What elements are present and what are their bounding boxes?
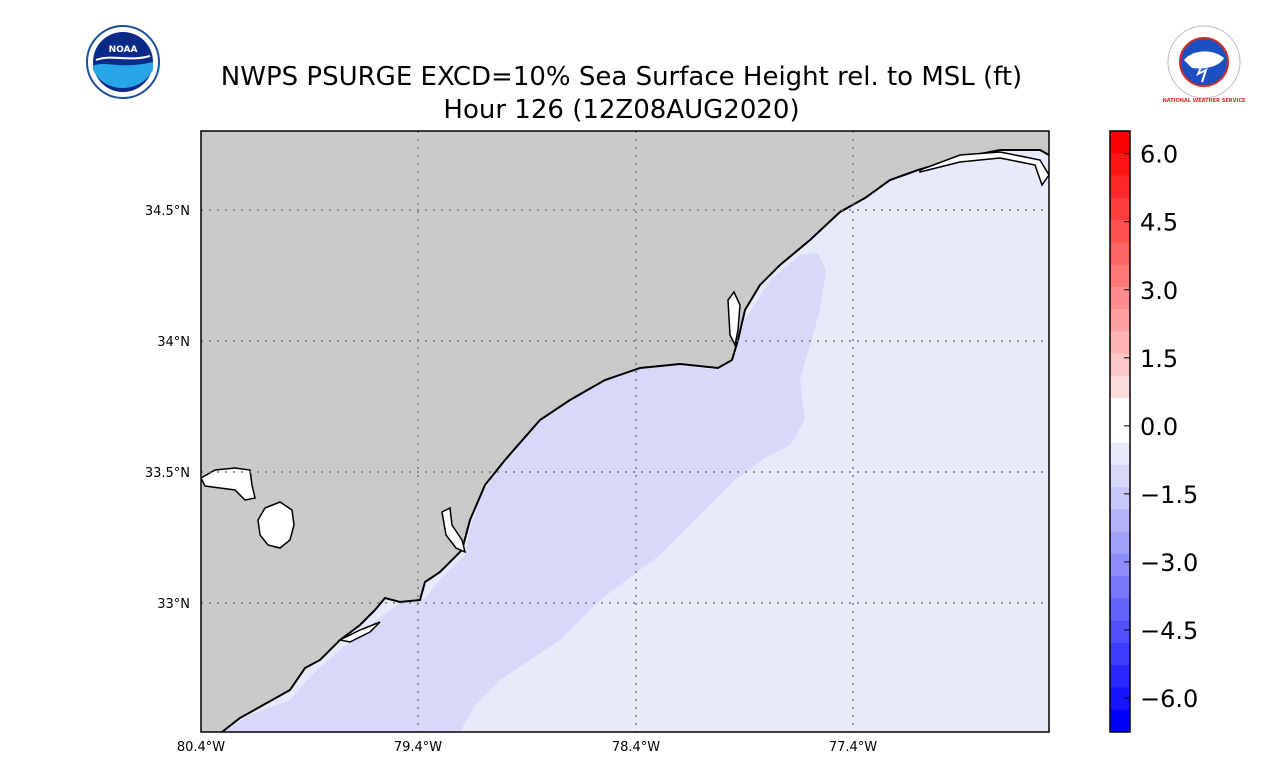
lon-label-78-4: 78.4°W bbox=[612, 740, 660, 755]
colorbar-labels: 6.0 4.5 3.0 1.5 0.0 −1.5 −3.0 −4.5 −6.0 bbox=[1124, 141, 1198, 713]
colorbar-band bbox=[1110, 509, 1130, 533]
land bbox=[201, 131, 1049, 732]
colorbar-band bbox=[1110, 576, 1130, 599]
colorbar-frame bbox=[1109, 130, 1131, 733]
chart-title: NWPS PSURGE EXCD=10% Sea Surface Height … bbox=[220, 62, 1023, 92]
nws-logo-text: NATIONAL WEATHER SERVICE bbox=[1163, 98, 1246, 104]
lon-label-77-4: 77.4°W bbox=[829, 740, 877, 755]
colorbar-band bbox=[1110, 197, 1130, 221]
lake-moultrie bbox=[257, 501, 295, 549]
colorbar-band bbox=[1110, 286, 1130, 310]
cape-fear-island bbox=[727, 290, 741, 348]
map-frame bbox=[200, 130, 1050, 733]
lon-label-80-4: 80.4°W bbox=[177, 740, 225, 755]
colorbar-band bbox=[1110, 220, 1130, 243]
grid-lines bbox=[201, 131, 1049, 732]
island-murrells bbox=[441, 506, 467, 554]
colorbar-band bbox=[1110, 309, 1130, 332]
colorbar-band bbox=[1110, 620, 1130, 644]
colorbar-band bbox=[1110, 353, 1130, 377]
colorbar-tick-label: −4.5 bbox=[1140, 617, 1198, 645]
island-south-coast bbox=[337, 621, 381, 643]
colorbar-band bbox=[1110, 264, 1130, 288]
colorbar-tick-label: 1.5 bbox=[1140, 345, 1178, 373]
colorbar-tick-label: 6.0 bbox=[1140, 141, 1178, 169]
colorbar-tick-label: −3.0 bbox=[1140, 549, 1198, 577]
noaa-logo: NOAA bbox=[86, 25, 160, 99]
colorbar-band bbox=[1110, 242, 1130, 266]
nws-logo: NATIONAL WEATHER SERVICE bbox=[1163, 25, 1246, 104]
colorbar-band bbox=[1110, 665, 1130, 688]
colorbar-tick-label: −6.0 bbox=[1140, 685, 1198, 713]
colorbar-band bbox=[1110, 531, 1130, 555]
colorbar-band bbox=[1110, 331, 1130, 355]
lake-marion bbox=[201, 467, 256, 501]
colorbar-tick-label: 4.5 bbox=[1140, 209, 1178, 237]
colorbar-band bbox=[1110, 487, 1130, 510]
colorbar-band bbox=[1110, 642, 1130, 666]
chart-subtitle: Hour 126 (12Z08AUG2020) bbox=[443, 95, 800, 125]
colorbar-band bbox=[1110, 598, 1130, 622]
colorbar-tick-label: −1.5 bbox=[1140, 481, 1198, 509]
colorbar-band bbox=[1110, 464, 1130, 488]
colorbar-band bbox=[1110, 375, 1130, 399]
colorbar bbox=[1110, 131, 1130, 733]
lon-label-79-4: 79.4°W bbox=[394, 740, 442, 755]
colorbar-band bbox=[1110, 687, 1130, 711]
lat-label-34: 34°N bbox=[157, 335, 190, 350]
lat-label-34-5: 34.5°N bbox=[145, 204, 190, 219]
colorbar-band bbox=[1110, 131, 1130, 154]
colorbar-band bbox=[1110, 420, 1130, 444]
colorbar-band bbox=[1110, 553, 1130, 577]
colorbar-band bbox=[1110, 442, 1130, 466]
lat-label-33: 33°N bbox=[157, 597, 190, 612]
colorbar-band bbox=[1110, 175, 1130, 199]
colorbar-band bbox=[1110, 398, 1130, 421]
barrier-islands-outer-banks bbox=[919, 151, 1049, 187]
ocean-deep bbox=[222, 253, 826, 732]
colorbar-band bbox=[1110, 153, 1130, 177]
lat-label-33-5: 33.5°N bbox=[145, 466, 190, 481]
colorbar-tick-label: 3.0 bbox=[1140, 277, 1178, 305]
noaa-logo-text: NOAA bbox=[109, 45, 138, 55]
colorbar-tick-label: 0.0 bbox=[1140, 413, 1178, 441]
colorbar-band bbox=[1110, 709, 1130, 733]
